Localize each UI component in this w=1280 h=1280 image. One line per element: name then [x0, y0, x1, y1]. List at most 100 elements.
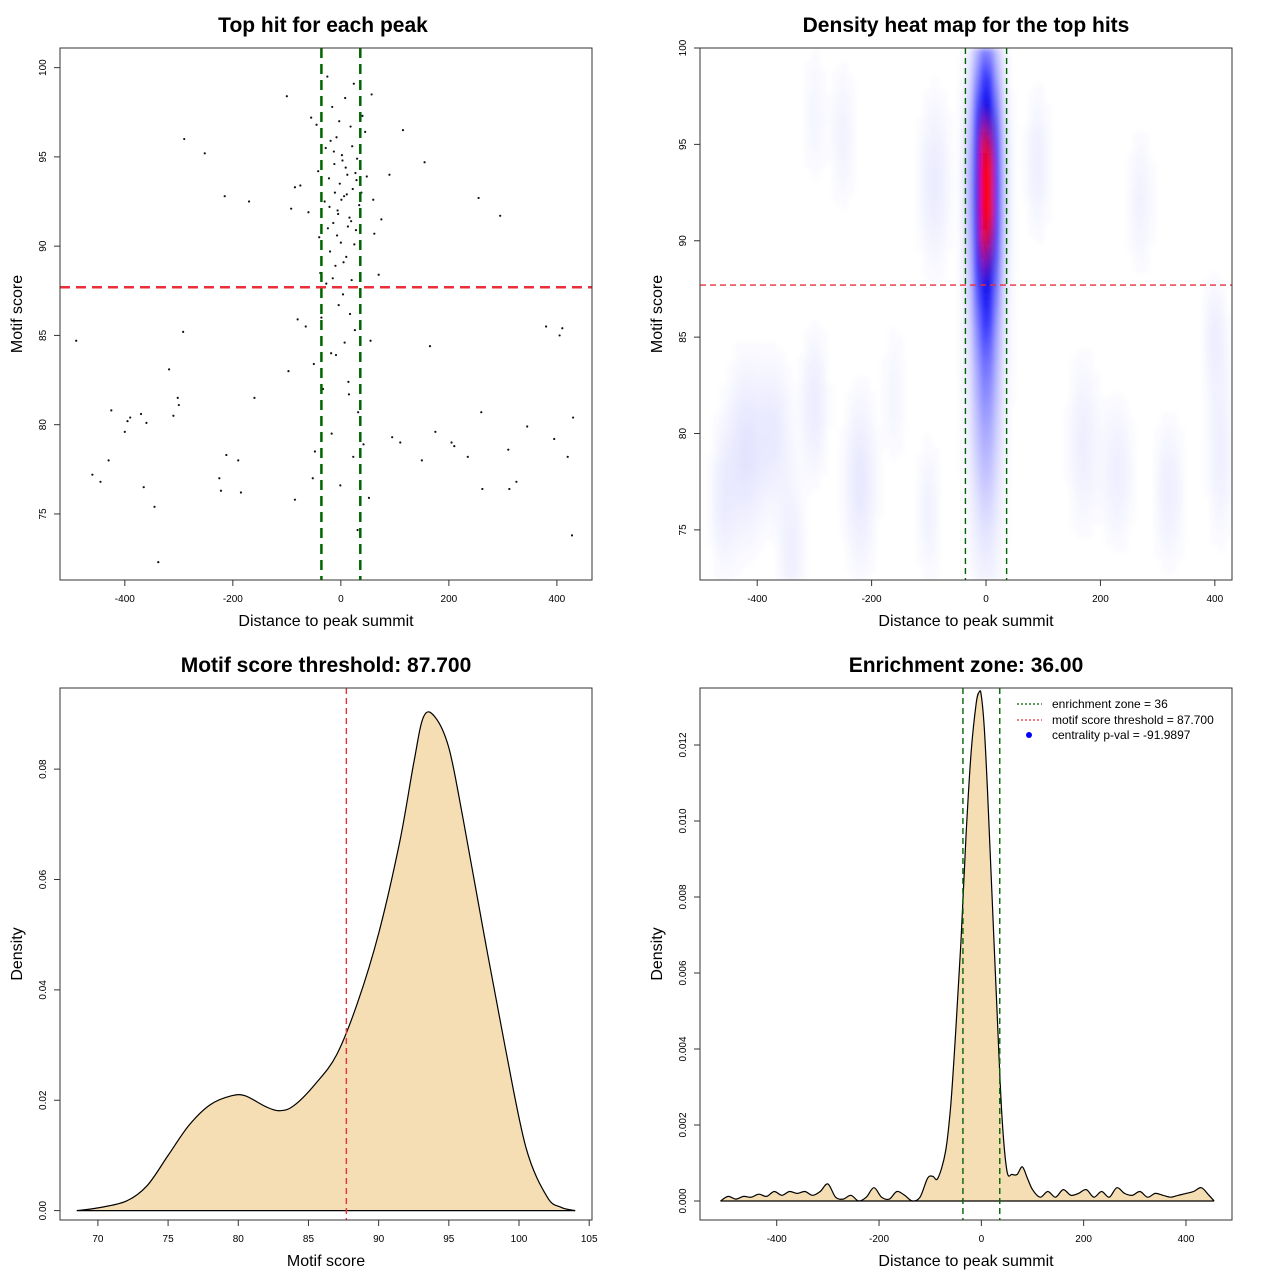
heatmap-cell: [966, 279, 974, 287]
heatmap-cell: [994, 237, 1002, 245]
heatmap-cell: [854, 412, 862, 420]
heatmap-cell: [966, 244, 974, 252]
heatmap-cell: [966, 531, 974, 539]
heatmap-cell: [973, 510, 981, 518]
heatmap-cell: [756, 510, 764, 518]
heatmap-cell: [1225, 433, 1232, 441]
heatmap-cell: [1218, 517, 1226, 525]
heatmap-cell: [987, 517, 995, 525]
heatmap-cell: [1085, 531, 1093, 539]
heatmap-cell: [1218, 496, 1226, 504]
heatmap-cell: [1036, 90, 1044, 98]
heatmap-cell: [882, 370, 890, 378]
heatmap-cell: [987, 531, 995, 539]
heatmap-cell: [1113, 412, 1121, 420]
heatmap-cell: [1155, 433, 1163, 441]
heatmap-cell: [1204, 468, 1212, 476]
heatmap-cell: [994, 132, 1002, 140]
heatmap-cell: [889, 349, 897, 357]
heatmap-cell: [1204, 342, 1212, 350]
heatmap-cell: [931, 524, 939, 532]
heatmap-cell: [966, 398, 974, 406]
scatter-point: [364, 130, 367, 134]
heatmap-cell: [1127, 153, 1135, 161]
heatmap-cell: [938, 90, 946, 98]
heatmap-cell: [1225, 391, 1232, 399]
heatmap-cell: [980, 104, 988, 112]
heatmap-cell: [980, 412, 988, 420]
heatmap-cell: [966, 111, 974, 119]
heatmap-cell: [868, 559, 876, 567]
heatmap-cell: [1218, 419, 1226, 427]
heatmap-cell: [1008, 216, 1016, 224]
heatmap-cell: [917, 559, 925, 567]
scatter-point: [358, 204, 361, 207]
heatmap-cell: [847, 566, 855, 574]
heatmap-cell: [721, 538, 729, 546]
heatmap-cell: [966, 216, 974, 224]
heatmap-cell: [980, 426, 988, 434]
heatmap-cell: [819, 356, 827, 364]
heatmap-cell: [728, 412, 736, 420]
heatmap-cell: [1001, 545, 1009, 553]
scatter-point: [351, 187, 354, 191]
heatmap-cell: [1001, 55, 1009, 63]
heatmap-cell: [833, 90, 841, 98]
heatmap-cell: [917, 517, 925, 525]
heatmap-cell: [973, 328, 981, 336]
heatmap-cell: [1225, 370, 1232, 378]
heatmap-cell: [966, 328, 974, 336]
heatmap-cell: [847, 433, 855, 441]
heatmap-cell: [987, 552, 995, 560]
heatmap-cell: [1001, 503, 1009, 511]
scatter-point: [508, 487, 511, 491]
scatter-y-tick-label: 90: [38, 240, 49, 252]
heatmap-cell: [861, 426, 869, 434]
scatter-point: [353, 328, 356, 332]
heatmap-cell: [777, 510, 785, 518]
heatmap-cell: [763, 440, 771, 448]
heatmap-cell: [1008, 104, 1016, 112]
heatmap-cell: [924, 223, 932, 231]
heatmap-cell: [805, 405, 813, 413]
heatmap-cell: [840, 454, 848, 462]
heatmap-cell: [777, 496, 785, 504]
heatmap-cell: [931, 573, 939, 580]
heatmap-cell: [1211, 405, 1219, 413]
heatmap-cell: [1211, 335, 1219, 343]
heatmap-cell: [980, 482, 988, 490]
heatmap-y-tick-label: 85: [678, 331, 689, 343]
scatter-point: [352, 455, 355, 458]
heatmap-cell: [777, 412, 785, 420]
scatter-point: [223, 195, 226, 198]
heatmap-cell: [840, 83, 848, 91]
heatmap-cell: [938, 118, 946, 126]
heatmap-cell: [812, 475, 820, 483]
heatmap-cell: [798, 454, 806, 462]
heatmap-cell: [707, 475, 715, 483]
heatmap-cell: [756, 496, 764, 504]
heatmap-cell: [742, 538, 750, 546]
heatmap-cell: [1169, 496, 1177, 504]
heatmap-cell: [1113, 496, 1121, 504]
heatmap-cell: [917, 132, 925, 140]
heatmap-cell: [749, 433, 757, 441]
scatter-x-axis: -400 -200 0 200 400: [115, 580, 566, 605]
scatter-point: [326, 75, 329, 78]
heatmap-cell: [847, 503, 855, 511]
scatter-point: [139, 412, 143, 416]
distance-density-area: [720, 690, 1215, 1202]
heatmap-cell: [1169, 566, 1177, 574]
heatmap-cell: [1155, 426, 1163, 434]
heatmap-cell: [1176, 468, 1184, 476]
scatter-point: [225, 453, 228, 457]
heatmap-cell: [1036, 181, 1044, 189]
heatmap-cell: [938, 258, 946, 266]
heatmap-cell: [714, 510, 722, 518]
heatmap-cell: [924, 146, 932, 154]
heatmap-cell: [917, 167, 925, 175]
heatmap-cell: [791, 503, 799, 511]
heatmap-cell: [1085, 363, 1093, 371]
heatmap-cell: [959, 272, 967, 280]
heatmap-cell: [1204, 363, 1212, 371]
